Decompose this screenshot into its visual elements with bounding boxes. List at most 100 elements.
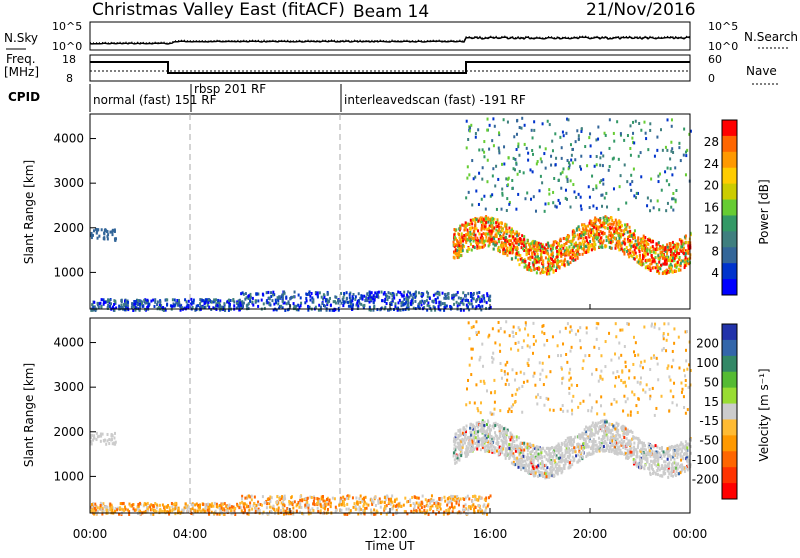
data-cell [238, 506, 240, 509]
data-cell [629, 183, 631, 186]
data-cell [540, 157, 542, 160]
data-cell [196, 308, 198, 311]
data-cell [509, 251, 511, 254]
data-cell [127, 301, 129, 304]
data-cell [481, 233, 483, 236]
data-cell [524, 143, 526, 146]
data-cell [257, 299, 259, 302]
data-cell [631, 234, 633, 237]
data-cell [536, 261, 538, 264]
data-cell [486, 228, 488, 231]
data-cell [239, 302, 241, 305]
data-cell [484, 300, 486, 303]
data-cell [544, 247, 546, 250]
ytick-label: 1000 [53, 265, 84, 279]
data-cell [599, 245, 601, 248]
data-cell [104, 439, 106, 442]
data-cell [678, 252, 680, 255]
data-cell [492, 174, 494, 177]
data-cell [464, 237, 466, 240]
data-cell [580, 204, 582, 207]
data-cell [556, 255, 558, 258]
data-cell [304, 504, 306, 507]
data-cell [563, 134, 565, 137]
data-cell [473, 227, 475, 230]
data-cell [457, 499, 459, 502]
data-cell [624, 248, 626, 251]
data-cell [470, 227, 472, 230]
data-cell [116, 508, 118, 511]
data-cell [655, 256, 657, 259]
data-cell [567, 159, 569, 162]
data-cell [109, 503, 111, 506]
data-cell [573, 190, 575, 193]
data-cell [100, 508, 102, 511]
data-cell [484, 233, 486, 236]
data-cell [609, 147, 611, 150]
data-cell [207, 509, 209, 512]
data-cell [358, 292, 360, 295]
data-cell [604, 232, 606, 235]
data-cell [498, 131, 500, 134]
data-cell [650, 254, 652, 257]
data-cell [91, 503, 93, 506]
data-cell [583, 451, 585, 454]
data-cell [101, 305, 103, 308]
data-cell [478, 496, 480, 499]
data-cell [259, 509, 261, 512]
data-cell [666, 149, 668, 152]
data-cell [483, 430, 485, 433]
data-cell [255, 292, 257, 295]
data-cell [662, 257, 664, 260]
data-cell [317, 497, 319, 500]
data-cell [307, 497, 309, 500]
data-cell [254, 496, 256, 499]
data-cell [474, 176, 476, 179]
data-cell [249, 505, 251, 508]
data-cell [594, 248, 596, 251]
data-cell [601, 246, 603, 249]
data-cell [296, 510, 298, 513]
data-cell [233, 507, 235, 510]
data-cell [583, 248, 585, 251]
data-cell [517, 193, 519, 196]
data-cell [477, 510, 479, 513]
data-cell [205, 503, 207, 506]
data-cell [649, 251, 651, 254]
data-cell [566, 460, 568, 463]
data-cell [501, 188, 503, 191]
data-cell [488, 496, 490, 499]
data-cell [142, 305, 144, 308]
data-cell [204, 301, 206, 304]
data-cell [518, 233, 520, 236]
data-cell [534, 253, 536, 256]
data-cell [166, 505, 168, 508]
data-cell [498, 147, 500, 150]
data-cell [566, 238, 568, 241]
data-cell [542, 261, 544, 264]
data-cell [334, 295, 336, 298]
data-cell [452, 495, 454, 498]
data-cell [97, 506, 99, 509]
data-cell [114, 443, 116, 446]
data-cell [516, 438, 518, 441]
data-cell [346, 497, 348, 500]
data-cell [592, 188, 594, 191]
data-cell [630, 189, 632, 192]
data-cell [619, 185, 621, 188]
data-cell [481, 225, 483, 228]
data-cell [471, 222, 473, 225]
data-cell [636, 243, 638, 246]
data-cell [573, 245, 575, 248]
data-cell [550, 452, 552, 455]
data-cell [658, 180, 660, 183]
data-cell [559, 202, 561, 205]
data-cell [454, 506, 456, 509]
data-cell [486, 292, 488, 295]
data-cell [581, 127, 583, 130]
data-cell [387, 298, 389, 301]
data-cell [472, 495, 474, 498]
data-cell [646, 248, 648, 251]
data-cell [617, 438, 619, 441]
data-cell [589, 229, 591, 232]
